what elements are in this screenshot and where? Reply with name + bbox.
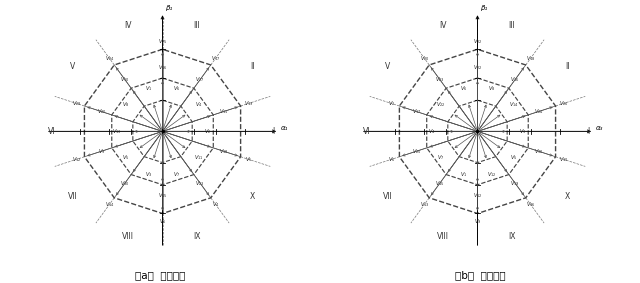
Text: $V_{4}$: $V_{4}$ <box>429 127 436 136</box>
Text: $V_{7}$: $V_{7}$ <box>437 154 445 162</box>
Text: $V_{3}$: $V_{3}$ <box>519 127 527 136</box>
Text: $V_{23}$: $V_{23}$ <box>435 75 445 84</box>
Text: II: II <box>565 62 570 71</box>
Text: $V_{10}$: $V_{10}$ <box>120 75 130 84</box>
Text: $V_{19}$: $V_{19}$ <box>244 99 253 108</box>
Text: $V_{12}$: $V_{12}$ <box>486 170 496 179</box>
Text: VIII: VIII <box>437 232 449 241</box>
Text: $V_{17}$: $V_{17}$ <box>412 107 421 116</box>
Text: α₃: α₃ <box>596 125 603 131</box>
Text: $V_{3}$: $V_{3}$ <box>145 170 152 179</box>
Text: III: III <box>508 22 515 31</box>
Text: $V_{15}$: $V_{15}$ <box>157 191 167 200</box>
Text: $V_{20}$: $V_{20}$ <box>97 107 106 116</box>
Text: （b）  三维空间: （b） 三维空间 <box>454 270 506 280</box>
Text: VI: VI <box>48 127 56 136</box>
Text: $V_{7}$: $V_{7}$ <box>173 170 180 179</box>
Text: IV: IV <box>125 22 132 31</box>
Text: III: III <box>193 22 200 31</box>
Text: IV: IV <box>440 22 447 31</box>
Text: $V_{10}$: $V_{10}$ <box>559 155 568 164</box>
Text: $V_{9}$: $V_{9}$ <box>474 217 481 226</box>
Text: VII: VII <box>383 192 393 201</box>
Text: $V_{6}$: $V_{6}$ <box>159 217 166 226</box>
Text: $V_{8}$: $V_{8}$ <box>122 100 130 109</box>
Text: $V_{22}$: $V_{22}$ <box>473 37 483 46</box>
Text: $V_{25}$: $V_{25}$ <box>157 37 167 46</box>
Text: $V_{22}$: $V_{22}$ <box>436 100 445 109</box>
Text: $V_{14}$: $V_{14}$ <box>509 100 519 109</box>
Text: $V_{22}$: $V_{22}$ <box>473 63 483 72</box>
Text: $V_{1}$: $V_{1}$ <box>460 170 467 179</box>
Text: $V_{23}$: $V_{23}$ <box>195 179 205 188</box>
Text: V: V <box>385 62 390 71</box>
Text: （a）  一维空间: （a） 一维空间 <box>135 270 185 280</box>
Text: $V_{5}$: $V_{5}$ <box>511 154 518 162</box>
Text: $V_{6}$: $V_{6}$ <box>173 84 180 93</box>
Text: $V_{12}$: $V_{12}$ <box>72 155 81 164</box>
Text: α₁: α₁ <box>281 125 288 131</box>
Text: $V_{5}$: $V_{5}$ <box>122 154 129 162</box>
Text: $V_{15}$: $V_{15}$ <box>435 179 445 188</box>
Text: $V_{30}$: $V_{30}$ <box>534 147 543 156</box>
Text: $V_{13}$: $V_{13}$ <box>420 200 429 209</box>
Text: $V_{16}$: $V_{16}$ <box>510 75 520 84</box>
Text: $V_{4}$: $V_{4}$ <box>195 100 203 109</box>
Text: $V_{2}$: $V_{2}$ <box>388 99 396 108</box>
Text: $V_{28}$: $V_{28}$ <box>72 99 81 108</box>
Text: $V_{12}$: $V_{12}$ <box>473 191 483 200</box>
Text: $V_{30}$: $V_{30}$ <box>120 179 130 188</box>
Text: $V_{17}$: $V_{17}$ <box>211 54 220 63</box>
Text: $V_{2}$: $V_{2}$ <box>204 127 211 136</box>
Text: $V_{1}$: $V_{1}$ <box>145 84 152 93</box>
Text: I: I <box>272 127 275 136</box>
Text: $V_{26}$: $V_{26}$ <box>559 99 568 108</box>
Text: $V_{27}$: $V_{27}$ <box>195 75 205 84</box>
Text: IX: IX <box>193 232 200 241</box>
Text: $V_{36}$: $V_{36}$ <box>525 200 536 209</box>
Text: $V_{6}$: $V_{6}$ <box>388 155 396 164</box>
Text: I: I <box>588 127 589 136</box>
Text: $V_{24}$: $V_{24}$ <box>104 54 115 63</box>
Text: $V_{20}$: $V_{20}$ <box>420 54 429 63</box>
Text: $V_{25}$: $V_{25}$ <box>412 147 421 156</box>
Text: $V_{11}$: $V_{11}$ <box>219 107 228 116</box>
Text: VIII: VIII <box>122 232 134 241</box>
Text: $V_{5}$: $V_{5}$ <box>244 155 252 164</box>
Text: VI: VI <box>363 127 371 136</box>
Text: X: X <box>564 192 570 201</box>
Text: $V_{19}$: $V_{19}$ <box>510 179 520 188</box>
Text: $V_{13}$: $V_{13}$ <box>113 127 122 136</box>
Text: β₁: β₁ <box>480 5 487 11</box>
Text: $V_{16}$: $V_{16}$ <box>157 63 167 72</box>
Text: IX: IX <box>508 232 515 241</box>
Text: $V_{8}$: $V_{8}$ <box>488 84 495 93</box>
Text: $V_{9}$: $V_{9}$ <box>98 147 106 156</box>
Text: X: X <box>250 192 255 201</box>
Text: $V_{11}$: $V_{11}$ <box>195 154 204 162</box>
Text: $V_{4}$: $V_{4}$ <box>212 200 220 209</box>
Text: II: II <box>250 62 255 71</box>
Text: VII: VII <box>68 192 77 201</box>
Text: $V_{18}$: $V_{18}$ <box>525 54 536 63</box>
Text: $V_{24}$: $V_{24}$ <box>534 107 543 116</box>
Text: $V_{6}$: $V_{6}$ <box>460 84 467 93</box>
Text: V: V <box>70 62 76 71</box>
Text: $V_{14}$: $V_{14}$ <box>104 200 115 209</box>
Text: β₁: β₁ <box>165 5 172 11</box>
Text: $V_{18}$: $V_{18}$ <box>219 147 228 156</box>
